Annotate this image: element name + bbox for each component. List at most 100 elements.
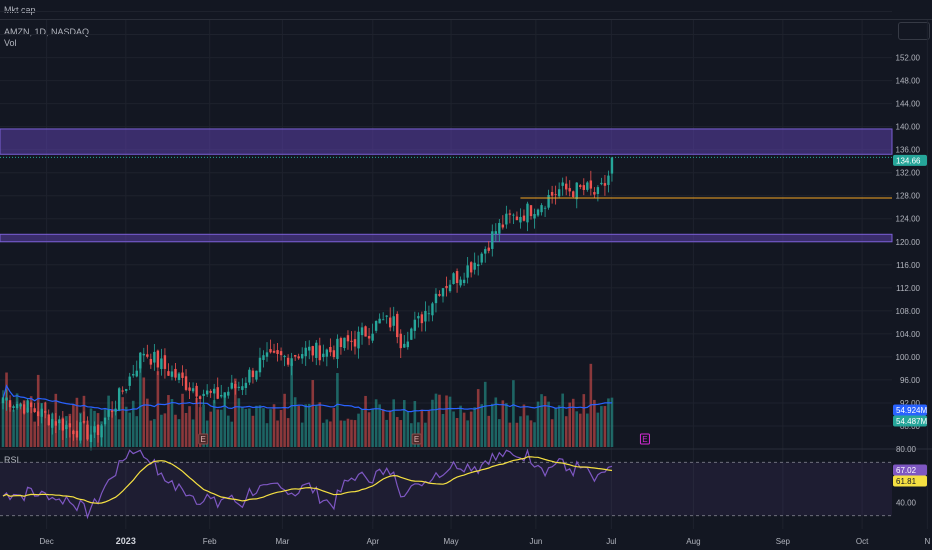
volume-bar <box>318 402 322 447</box>
volume-bar <box>293 397 297 447</box>
rsi-ma-value: 61.81 <box>896 477 917 486</box>
candle-body <box>29 402 33 408</box>
time-tick-label: 2023 <box>116 536 136 546</box>
candle-body <box>93 426 96 433</box>
candle-body <box>68 423 72 428</box>
volume-bar <box>508 422 512 447</box>
volume-bar <box>279 409 283 447</box>
volume-bar <box>547 401 550 447</box>
candle-body <box>125 388 128 391</box>
volume-bar <box>103 409 107 447</box>
candle-body <box>540 205 543 213</box>
volume-bar <box>272 404 276 447</box>
candle-body <box>374 321 378 331</box>
price-axis[interactable]: 152.00 148.00 144.00 140.00 136.00 132.00 128.… <box>896 54 921 431</box>
volume-bar <box>571 398 575 447</box>
time-tick-label: Mar <box>276 537 290 546</box>
volume-bar <box>244 409 248 447</box>
candle-body <box>205 390 209 395</box>
candle-body <box>114 408 117 412</box>
time-tick-label: May <box>444 537 459 546</box>
volume-bar <box>381 409 385 447</box>
volume-bar <box>262 408 265 447</box>
candle-body <box>508 213 512 215</box>
volume-bar <box>557 405 561 447</box>
candle-body <box>603 183 607 186</box>
candle-body <box>417 316 420 319</box>
volume-label[interactable]: Vol <box>4 38 17 48</box>
volume-bar <box>540 394 543 447</box>
earnings-marker-label: E <box>642 435 647 444</box>
candle-body <box>600 182 603 185</box>
time-axis[interactable]: Dec 2023 Feb Mar Apr May Jun Jul Aug Sep Oct N <box>39 536 930 546</box>
volume-bar <box>195 397 198 447</box>
candle-body <box>469 262 473 273</box>
candle-body <box>350 340 353 342</box>
candle-body <box>593 192 596 195</box>
volume-bar <box>170 399 174 447</box>
volume-bar <box>610 397 614 447</box>
time-tick-label: Jul <box>606 537 616 546</box>
volume-bar <box>19 403 22 447</box>
volume-bar <box>283 393 286 447</box>
volume-bar <box>188 406 191 447</box>
rsi-label[interactable]: RSI <box>4 455 20 465</box>
candle-body <box>58 419 61 424</box>
candle-body <box>297 356 300 359</box>
candle-body <box>139 352 142 369</box>
candle-body <box>100 425 103 438</box>
volume-bar <box>209 411 212 447</box>
candle-body <box>279 351 283 356</box>
volume-bar <box>561 393 564 447</box>
candle-body <box>132 374 135 376</box>
candle-body <box>318 345 321 361</box>
price-tick-label: 100.00 <box>896 353 921 362</box>
volume-bar <box>72 404 75 447</box>
candle-body <box>543 207 547 209</box>
volume-bar <box>568 402 572 447</box>
candle-body <box>65 424 68 430</box>
current-price-label-bg <box>893 154 927 166</box>
volume-bar <box>392 399 396 447</box>
rsi-band <box>0 462 892 516</box>
volume-bar <box>452 411 455 447</box>
volume-bar <box>216 409 220 447</box>
candle-body <box>223 392 226 398</box>
candle-body <box>5 397 8 401</box>
rsi-ma-line <box>2 456 613 504</box>
candle-body <box>198 396 202 399</box>
candle-body <box>554 194 557 196</box>
candle-body <box>452 273 455 284</box>
rsi-value-bg <box>893 464 927 476</box>
candle-body <box>466 265 469 278</box>
candle-body <box>519 217 522 223</box>
candle-body <box>135 370 138 377</box>
volume-bar <box>438 394 441 447</box>
rsi-axis[interactable]: 80.00 40.00 <box>896 445 917 507</box>
volume-bar <box>29 396 33 447</box>
volume-bar <box>43 402 47 447</box>
volume-bar <box>329 421 332 447</box>
settings-box[interactable] <box>898 22 930 40</box>
candle-body <box>227 391 230 396</box>
mkt-cap-label[interactable]: Mkt cap <box>4 5 36 15</box>
candle-body <box>491 231 494 249</box>
candle-body <box>480 253 483 263</box>
volume-bar <box>536 401 540 447</box>
candle-body <box>146 354 149 357</box>
candle-body <box>103 417 107 425</box>
candle-body <box>413 319 417 331</box>
candle-body <box>170 371 174 377</box>
candle-body <box>244 382 248 388</box>
volume-bar <box>607 398 610 447</box>
candle-body <box>371 333 374 341</box>
time-tick-label: Jun <box>529 537 542 546</box>
volume-bar <box>600 406 603 447</box>
volume-bar <box>582 394 586 447</box>
price-tick-label: 92.00 <box>900 399 921 408</box>
candle-body <box>336 338 339 359</box>
current-price-label: 134.66 <box>896 156 921 165</box>
candle-body <box>434 293 438 304</box>
candle-body <box>237 386 241 388</box>
